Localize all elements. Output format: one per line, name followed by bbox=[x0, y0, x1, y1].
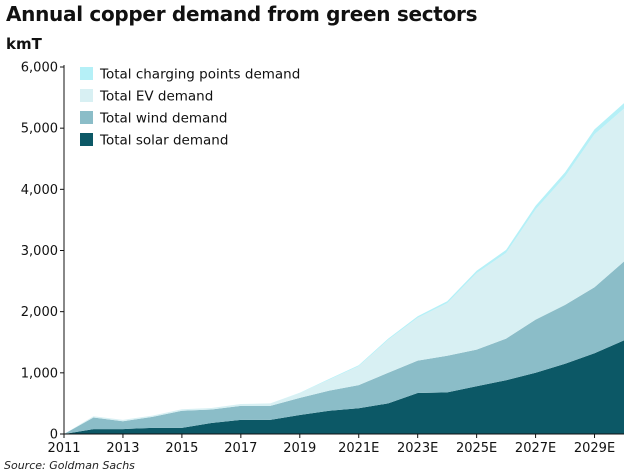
legend-label-total-ev-demand: Total EV demand bbox=[99, 89, 213, 105]
legend-label-total-wind-demand: Total wind demand bbox=[99, 111, 227, 127]
y-tick-label: 3,000 bbox=[21, 244, 58, 259]
x-tick-label: 2017 bbox=[224, 441, 257, 456]
area-series-group bbox=[64, 103, 624, 434]
legend-label-total-charging-points-demand: Total charging points demand bbox=[99, 67, 300, 83]
y-tick-label: 1,000 bbox=[21, 366, 58, 381]
x-tick-label: 2021E bbox=[338, 441, 379, 456]
x-tick-label: 2013 bbox=[106, 441, 139, 456]
source-note: Source: Goldman Sachs bbox=[4, 459, 135, 472]
area-total-solar-demand bbox=[64, 340, 624, 434]
y-tick-label: 0 bbox=[50, 428, 58, 443]
legend-swatch-total-solar-demand bbox=[80, 133, 93, 146]
x-tick-label: 2027E bbox=[515, 441, 556, 456]
chart-title: Annual copper demand from green sectors bbox=[6, 2, 478, 26]
y-axis-unit-label: kmT bbox=[6, 35, 42, 53]
area-total-ev-demand bbox=[64, 108, 624, 434]
legend-swatch-total-charging-points-demand bbox=[80, 67, 93, 80]
legend-swatch-total-ev-demand bbox=[80, 89, 93, 102]
legend-label-total-solar-demand: Total solar demand bbox=[99, 133, 228, 149]
x-tick-label: 2019 bbox=[283, 441, 316, 456]
x-tick-label: 2023E bbox=[397, 441, 438, 456]
legend-swatch-total-wind-demand bbox=[80, 111, 93, 124]
y-tick-label: 6,000 bbox=[21, 61, 58, 76]
x-tick-label: 2011 bbox=[47, 441, 80, 456]
x-tick-label: 2025E bbox=[456, 441, 497, 456]
axes-group: 0 1,000 2,000 3,000 4,000 5,000 6,000 2011 2013 2… bbox=[21, 61, 624, 456]
y-tick-label: 5,000 bbox=[21, 122, 58, 137]
area-total-wind-demand bbox=[64, 261, 624, 434]
x-tick-label: 2015 bbox=[165, 441, 198, 456]
legend: Total charging points demand Total EV dem… bbox=[80, 67, 300, 149]
y-tick-label: 2,000 bbox=[21, 305, 58, 320]
y-tick-label: 4,000 bbox=[21, 183, 58, 198]
x-tick-label: 2029E bbox=[574, 441, 615, 456]
